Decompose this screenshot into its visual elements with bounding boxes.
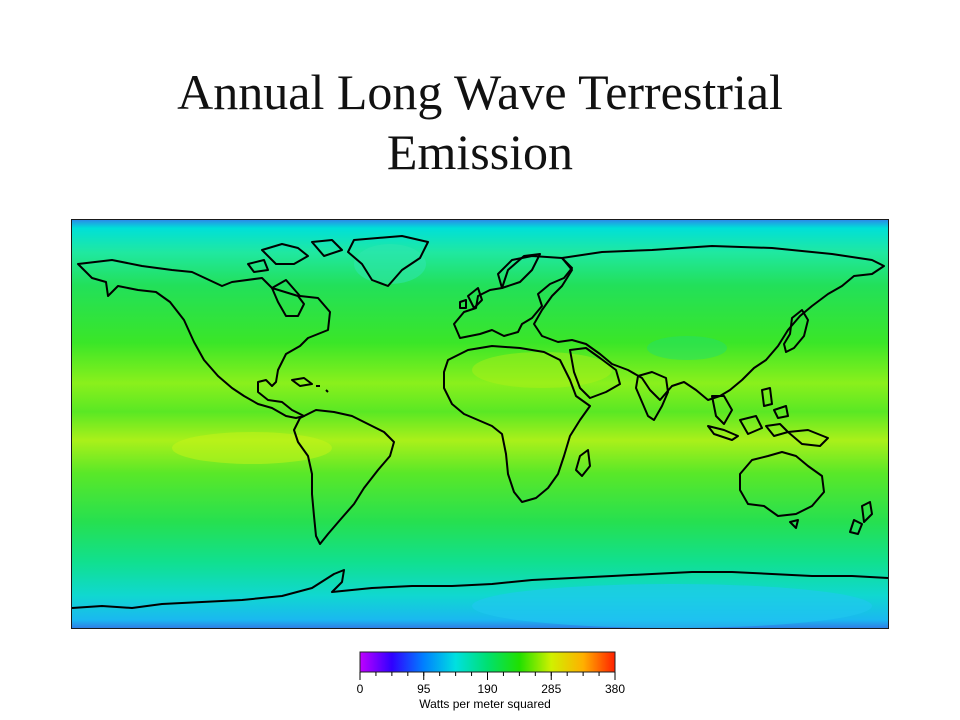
- scandinavia: [501, 253, 541, 289]
- europe-coast: [453, 255, 573, 339]
- indochina: [711, 395, 733, 425]
- new-zealand: [849, 501, 873, 535]
- arctic-islands: [247, 239, 343, 273]
- slide-title-line-2: Emission: [386, 124, 574, 180]
- caribbean-dots: [316, 385, 329, 393]
- colorbar-tick-label: 95: [417, 682, 431, 696]
- coastlines: [72, 235, 888, 609]
- hudson-bay-coast: [271, 287, 305, 317]
- new-guinea: [787, 429, 829, 447]
- colorbar-tick-label: 380: [604, 682, 626, 696]
- colorbar-tick-label: 0: [356, 682, 364, 696]
- color-legend: 0 95 190 285 380 Watts per meter squared: [340, 648, 630, 714]
- africa-coast: [443, 345, 591, 503]
- indonesia-islands: [707, 405, 789, 441]
- arabian-peninsula: [569, 347, 621, 399]
- south-america-coast: [293, 409, 395, 545]
- slide-title-line-1: Annual Long Wave Terrestrial: [177, 64, 783, 120]
- pacific-warm-patch: [172, 432, 332, 464]
- greenland-cold-patch: [354, 244, 426, 284]
- colorbar-tick-label: 285: [541, 682, 562, 696]
- colorbar-ticks: [359, 672, 616, 680]
- antarctica-coast: [72, 569, 888, 609]
- map-background: [72, 220, 888, 628]
- cuba-island: [291, 377, 313, 387]
- tibet-cool-patch: [647, 336, 727, 360]
- legend-units-label: Watts per meter squared: [419, 697, 551, 711]
- india-subcontinent: [635, 371, 669, 421]
- colorbar: [359, 651, 616, 673]
- emission-map: [71, 219, 889, 629]
- british-isles: [459, 287, 483, 309]
- north-america-coast: [77, 259, 331, 419]
- philippines: [761, 387, 773, 407]
- tasmania: [789, 519, 799, 529]
- antarctica-cold-patch: [472, 584, 872, 628]
- japan-islands: [783, 309, 809, 353]
- colorbar-tick-label: 190: [477, 682, 498, 696]
- slide-title: Annual Long Wave Terrestrial Emission: [60, 62, 900, 182]
- greenland-coast: [347, 235, 429, 287]
- australia-coast: [739, 451, 825, 517]
- sahara-warm-patch: [472, 352, 612, 388]
- madagascar: [575, 449, 591, 477]
